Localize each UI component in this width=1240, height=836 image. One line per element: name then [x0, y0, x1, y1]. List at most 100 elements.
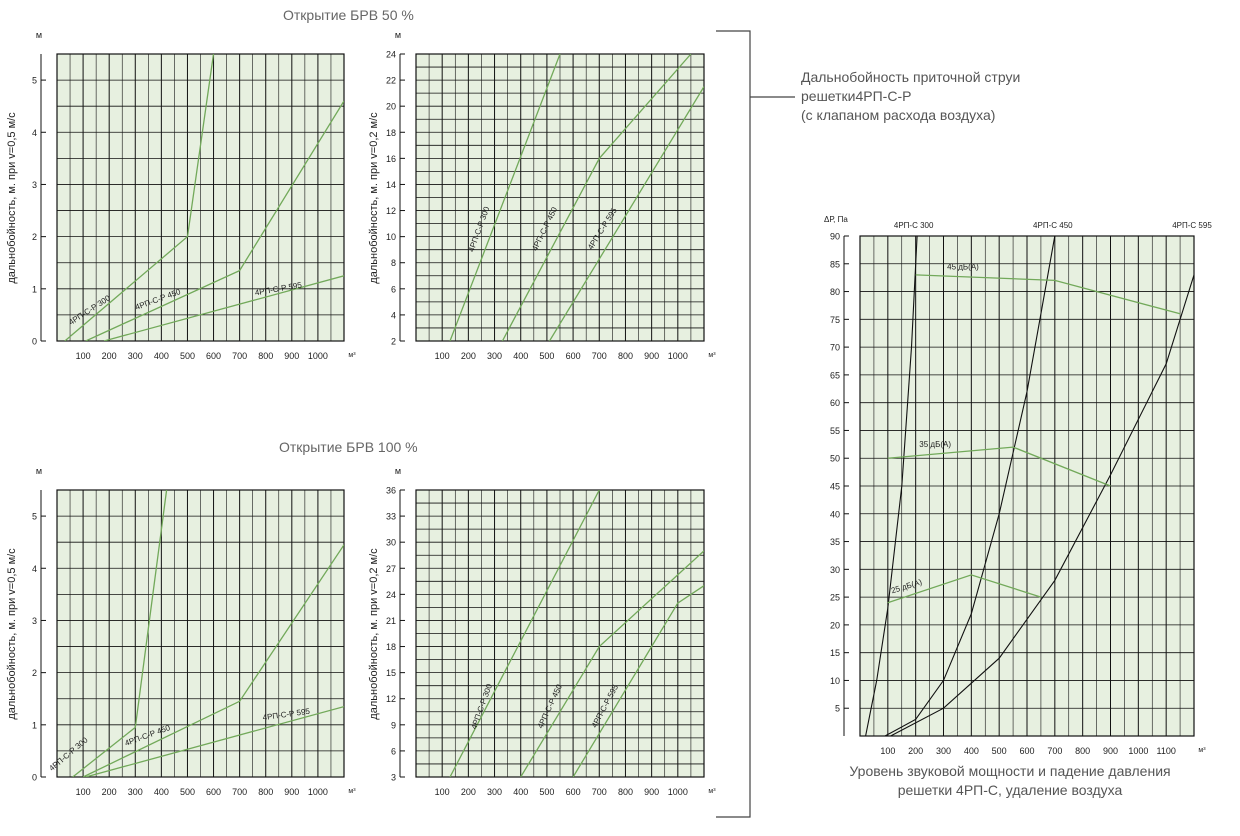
series-line-4РП-С-Р-450	[85, 100, 344, 341]
x-tick-label: 600	[1019, 746, 1034, 756]
x-tick-label: 100	[880, 746, 895, 756]
y-tick-label: 12	[386, 206, 396, 216]
x-tick-label: 100	[435, 351, 450, 361]
y-tick-label: 55	[830, 426, 840, 436]
y-tick-label: 65	[830, 370, 840, 380]
x-tick-label: 700	[1047, 746, 1062, 756]
series-line-4РП-С-300	[865, 236, 918, 736]
side-label: Дальнобойность приточной струи решетки4Р…	[801, 68, 1020, 125]
y-tick-label: 2	[32, 668, 37, 678]
x-tick-label: 800	[258, 787, 273, 797]
x-tick-label: 100	[76, 787, 91, 797]
x-tick-label: 1100	[1156, 746, 1175, 756]
x-tick-label: 700	[232, 351, 247, 361]
x-tick-label: 200	[102, 351, 117, 361]
y-axis-label: дальнобойность, м. при v=0,5 м/с	[6, 112, 18, 284]
y-tick-label: 4	[32, 128, 37, 138]
x-tick-label: 200	[908, 746, 923, 756]
x-tick-label: 400	[513, 787, 528, 797]
y-tick-label: 50	[830, 454, 840, 464]
y-tick-label: 15	[830, 648, 840, 658]
x-tick-label: 900	[284, 351, 299, 361]
x-tick-label: 500	[539, 351, 554, 361]
x-unit-label: м³	[348, 352, 356, 359]
series-line-45-дБ-А-	[915, 274, 1181, 315]
plot-frame	[859, 235, 1195, 737]
section-100-title: Открытие БРВ 100 %	[279, 439, 418, 455]
x-tick-label: 600	[206, 351, 221, 361]
x-tick-label: 800	[618, 787, 633, 797]
y-axis-label: ΔР, Па	[824, 215, 848, 224]
x-tick-label: 500	[180, 787, 195, 797]
y-axis-label: дальнобойность, м. при v=0,2 м/с	[368, 112, 380, 284]
y-tick-label: 4	[391, 310, 396, 320]
x-tick-label: 400	[154, 787, 169, 797]
x-tick-label: 300	[487, 351, 502, 361]
x-tick-label: 200	[102, 787, 117, 797]
x-unit-label: м³	[1198, 747, 1206, 754]
y-tick-label: 18	[386, 128, 396, 138]
y-tick-label: 70	[830, 343, 840, 353]
y-tick-label: 36	[386, 486, 396, 496]
series-label: 45 дБ(А)	[947, 262, 979, 271]
x-tick-label: 700	[592, 351, 607, 361]
bottom-caption-line2: решетки 4РП-С, удаление воздуха	[897, 782, 1123, 798]
x-tick-label: 500	[180, 351, 195, 361]
x-tick-label: 600	[566, 787, 581, 797]
x-tick-label: 1000	[668, 787, 688, 797]
chart-c1: 0 1 2 3 4 5 100 200 300 400 500 600 700 800 900 1000 м³ м…	[6, 30, 356, 361]
y-tick-label: 8	[391, 258, 396, 268]
x-tick-label: 800	[258, 351, 273, 361]
y-tick-label: 10	[830, 676, 840, 686]
series-top-label: 4РП-С 450	[1033, 221, 1073, 230]
x-tick-label: 800	[1075, 746, 1090, 756]
y-tick-label: 40	[830, 509, 840, 519]
x-tick-label: 600	[566, 351, 581, 361]
y-unit-label: м	[395, 30, 401, 40]
y-tick-label: 0	[32, 337, 37, 347]
y-tick-label: 1	[32, 284, 37, 294]
x-tick-label: 900	[284, 787, 299, 797]
group-bracket	[716, 30, 751, 818]
y-tick-label: 25	[830, 593, 840, 603]
x-tick-label: 600	[206, 787, 221, 797]
series-line-4РП-С-595	[890, 274, 1194, 736]
x-tick-label: 300	[936, 746, 951, 756]
y-tick-label: 2	[32, 232, 37, 242]
x-tick-label: 300	[128, 351, 143, 361]
series-line-4РП-С-Р-595	[548, 86, 704, 341]
y-unit-label: м	[395, 466, 401, 476]
bottom-caption-line1: Уровень звуковой мощности и падение давл…	[849, 763, 1171, 779]
x-tick-label: 400	[964, 746, 979, 756]
y-tick-label: 18	[386, 642, 396, 652]
series-line-4РП-С-Р-595	[103, 275, 344, 341]
y-tick-label: 5	[32, 76, 37, 86]
x-tick-label: 100	[435, 787, 450, 797]
series-line-35-дБ-А-	[887, 446, 1111, 487]
x-tick-label: 900	[644, 787, 659, 797]
x-tick-label: 200	[461, 351, 476, 361]
y-tick-label: 60	[830, 398, 840, 408]
chart-c3: 0 1 2 3 4 5 100 200 300 400 500 600 700 800 900 1000 м³ м…	[6, 466, 356, 797]
x-unit-label: м³	[348, 788, 356, 795]
y-tick-label: 6	[391, 284, 396, 294]
x-tick-label: 700	[232, 787, 247, 797]
y-unit-label: м	[36, 30, 42, 40]
side-label-line1: Дальнобойность приточной струи	[801, 69, 1021, 85]
y-tick-label: 35	[830, 537, 840, 547]
y-tick-label: 20	[830, 620, 840, 630]
plot-frame	[56, 53, 345, 342]
x-tick-label: 400	[513, 351, 528, 361]
y-tick-label: 24	[386, 590, 396, 600]
y-tick-label: 1	[32, 720, 37, 730]
plot-frame	[415, 489, 705, 778]
x-tick-label: 1000	[308, 787, 328, 797]
x-tick-label: 1000	[668, 351, 688, 361]
y-tick-label: 0	[32, 773, 37, 783]
y-tick-label: 6	[391, 746, 396, 756]
series-line-4РП-С-Р-300	[64, 54, 215, 341]
series-line-4РП-С-Р-300	[72, 490, 168, 777]
x-tick-label: 300	[487, 787, 502, 797]
